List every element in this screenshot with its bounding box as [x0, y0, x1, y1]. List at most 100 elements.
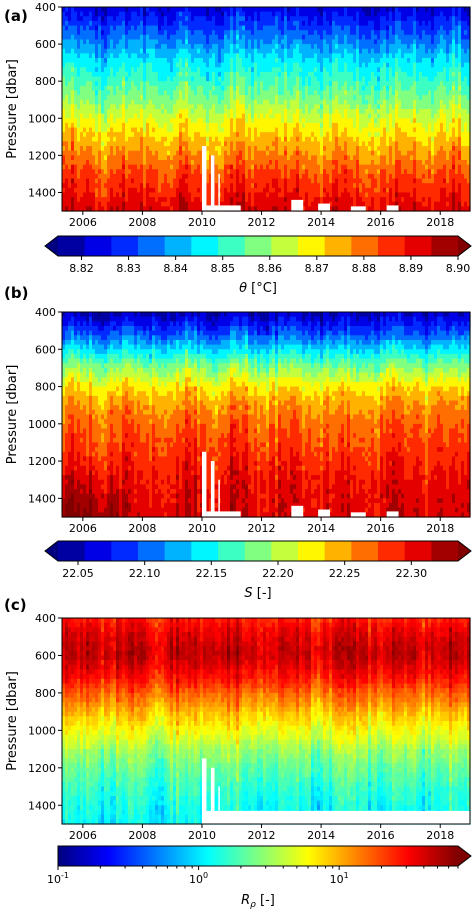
- heatmap-cell: [155, 48, 159, 54]
- heatmap-cell: [125, 132, 129, 138]
- heatmap-cell: [86, 155, 90, 161]
- heatmap-cell: [176, 20, 180, 27]
- heatmap-cell: [98, 53, 102, 59]
- heatmap-cell: [71, 155, 75, 161]
- heatmap-cell: [224, 183, 228, 189]
- heatmap-cell: [233, 178, 237, 184]
- heatmap-cell: [176, 30, 180, 36]
- heatmap-cell: [209, 173, 213, 180]
- heatmap-cell: [101, 58, 105, 64]
- heatmap-cell: [80, 81, 84, 87]
- heatmap-cell: [224, 132, 228, 138]
- heatmap-cell: [107, 155, 111, 161]
- heatmap-cell: [89, 71, 93, 78]
- heatmap-cell: [149, 62, 153, 68]
- heatmap-cell: [65, 160, 69, 166]
- heatmap-cell: [107, 118, 111, 124]
- heatmap-cell: [158, 141, 162, 147]
- heatmap-cell: [89, 132, 93, 138]
- heatmap-cell: [221, 7, 225, 13]
- heatmap-cell: [203, 7, 207, 13]
- heatmap-cell: [212, 122, 216, 129]
- heatmap-cell: [221, 99, 225, 105]
- heatmap-cell: [146, 62, 150, 68]
- heatmap-cell: [116, 164, 120, 170]
- heatmap-cell: [215, 7, 219, 13]
- heatmap-cell: [95, 155, 99, 161]
- heatmap-cell: [233, 95, 237, 101]
- heatmap-cell: [218, 109, 222, 115]
- heatmap-cell: [227, 44, 231, 50]
- heatmap-cell: [236, 16, 240, 22]
- heatmap-cell: [137, 150, 141, 156]
- heatmap-cell: [149, 155, 153, 161]
- heatmap-cell: [191, 132, 195, 138]
- heatmap-cell: [74, 192, 78, 198]
- heatmap-cell: [200, 146, 204, 152]
- heatmap-cell: [104, 58, 108, 64]
- heatmap-cell: [119, 81, 123, 87]
- heatmap-cell: [74, 25, 78, 31]
- heatmap-cell: [173, 81, 177, 87]
- heatmap-cell: [71, 183, 75, 189]
- heatmap-cell: [155, 20, 159, 27]
- heatmap-cell: [131, 150, 135, 156]
- heatmap-cell: [107, 20, 111, 27]
- heatmap-cell: [71, 62, 75, 68]
- heatmap-cell: [110, 187, 114, 194]
- heatmap-cell: [227, 150, 231, 156]
- heatmap-cell: [95, 90, 99, 96]
- heatmap-cell: [104, 150, 108, 156]
- heatmap-cell: [227, 169, 231, 175]
- heatmap-cell: [215, 67, 219, 73]
- heatmap-cell: [164, 25, 168, 31]
- heatmap-cell: [161, 53, 165, 59]
- heatmap-cell: [71, 197, 75, 203]
- heatmap-cell: [206, 169, 210, 175]
- heatmap-cell: [89, 141, 93, 147]
- heatmap-cell: [116, 206, 120, 212]
- heatmap-cell: [128, 95, 132, 101]
- heatmap-cell: [68, 187, 72, 194]
- heatmap-cell: [134, 71, 138, 78]
- heatmap-cell: [164, 155, 168, 161]
- heatmap-cell: [233, 109, 237, 115]
- heatmap-cell: [122, 71, 126, 78]
- heatmap-cell: [83, 150, 87, 156]
- heatmap-cell: [194, 11, 198, 17]
- heatmap-cell: [176, 44, 180, 50]
- heatmap-cell: [173, 99, 177, 105]
- heatmap-cell: [125, 169, 129, 175]
- heatmap-cell: [158, 34, 162, 41]
- heatmap-cell: [155, 71, 159, 78]
- heatmap-cell: [62, 95, 66, 101]
- heatmap-cell: [83, 95, 87, 101]
- heatmap-cell: [194, 197, 198, 203]
- heatmap-cell: [92, 146, 96, 152]
- heatmap-cell: [236, 146, 240, 152]
- heatmap-cell: [122, 99, 126, 105]
- heatmap-cell: [131, 44, 135, 50]
- heatmap-cell: [104, 173, 108, 180]
- heatmap-cell: [152, 71, 156, 78]
- heatmap-cell: [197, 201, 201, 207]
- heatmap-cell: [104, 62, 108, 68]
- heatmap-cell: [152, 95, 156, 101]
- heatmap-cell: [119, 48, 123, 54]
- heatmap-cell: [86, 53, 90, 59]
- heatmap-cell: [95, 67, 99, 73]
- heatmap-cell: [77, 67, 81, 73]
- heatmap-cell: [125, 160, 129, 166]
- heatmap-cell: [176, 25, 180, 31]
- heatmap-cell: [98, 136, 102, 143]
- heatmap-cell: [206, 20, 210, 27]
- heatmap-cell: [92, 187, 96, 194]
- heatmap-cell: [140, 109, 144, 115]
- heatmap-cell: [89, 44, 93, 50]
- heatmap-cell: [182, 7, 186, 13]
- heatmap-cell: [107, 67, 111, 73]
- heatmap-cell: [119, 146, 123, 152]
- heatmap-cell: [65, 16, 69, 22]
- heatmap-cell: [167, 81, 171, 87]
- heatmap-cell: [107, 206, 111, 212]
